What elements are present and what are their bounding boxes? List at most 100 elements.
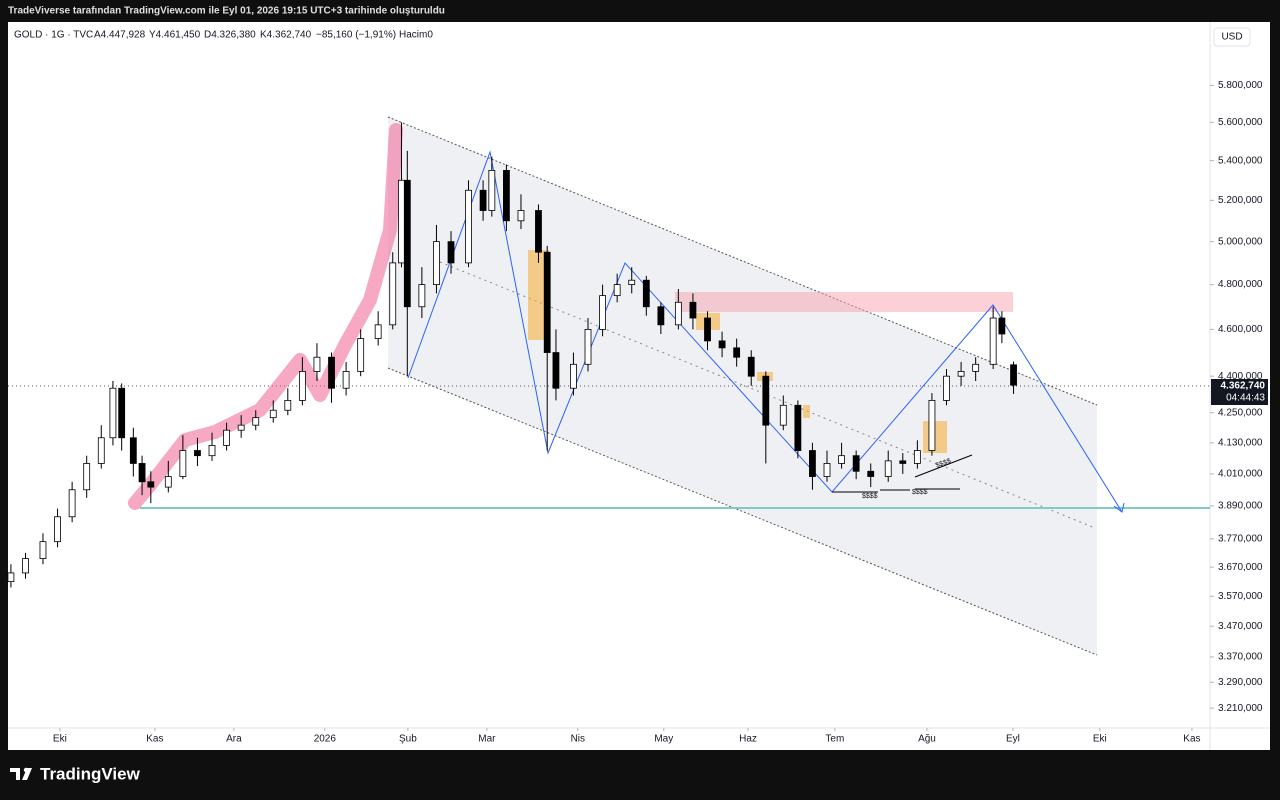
candles [7, 122, 1017, 588]
candle-body [298, 371, 306, 401]
x-tick-label: Kas [1183, 734, 1200, 745]
candle-body [479, 189, 487, 211]
channel-upper [387, 116, 1098, 406]
candle-body [762, 375, 770, 426]
price-label: 4.362,740 [1221, 381, 1266, 392]
y-tick-label: 4.600,000 [1218, 324, 1263, 335]
candle-body [517, 210, 525, 222]
candle-body [628, 279, 636, 286]
candle-body [657, 306, 665, 326]
annotation: $$$$ [935, 458, 952, 470]
x-tick-label: May [654, 734, 673, 745]
credit: TradeViverse tarafından TradingView.com … [8, 6, 445, 17]
candle-body [1010, 364, 1017, 386]
zigzag [407, 150, 1123, 513]
candle-body [779, 404, 787, 426]
candle-body [552, 352, 560, 389]
high-value: Y4.461,450 [149, 30, 201, 41]
drawings [8, 116, 1210, 656]
x-tick-label: Eyl [1006, 734, 1020, 745]
candle-body [83, 463, 91, 491]
candle-body [823, 463, 831, 477]
volume: Hacim0 [399, 30, 433, 41]
candle-body [899, 460, 907, 464]
fvg-zone [803, 405, 810, 418]
candle-body [403, 179, 411, 308]
y-tick-label: 5.600,000 [1218, 117, 1263, 128]
annotation: $$$$ [912, 489, 928, 496]
currency-box[interactable] [1213, 27, 1251, 47]
y-tick-label: 3.770,000 [1218, 534, 1263, 545]
y-tick-label: 4.400,000 [1218, 371, 1263, 382]
fvg-zone [528, 250, 549, 340]
x-tick-label: Tem [825, 734, 844, 745]
channel [388, 117, 1097, 655]
currency: USD [1221, 32, 1242, 43]
candle-body [109, 387, 117, 439]
candle-body [838, 455, 845, 464]
x-tick-label: Ara [226, 734, 242, 745]
y-tick-label: 3.670,000 [1218, 562, 1263, 573]
candle-body [543, 251, 551, 353]
y-tick-label: 3.290,000 [1218, 677, 1263, 688]
logo-text: TradingView [40, 764, 141, 783]
liquidity-line [914, 454, 973, 478]
candle-body [357, 338, 365, 372]
candle-body [418, 284, 426, 308]
x-tick-label: Kas [146, 734, 163, 745]
candle-body [208, 445, 216, 457]
x-tick-label: Ağu [918, 734, 936, 745]
legend-row: GOLD · 1G · TVC A4.447,928 Y4.461,450 D4… [14, 30, 433, 41]
channel-lower [387, 367, 1098, 656]
x-tick-label: 2026 [314, 734, 337, 745]
candle-body [957, 371, 965, 377]
candle-body [884, 460, 892, 477]
x-tick-label: Mar [478, 734, 496, 745]
candle-body [433, 241, 440, 286]
y-tick-label: 5.800,000 [1218, 80, 1263, 91]
y-tick-label: 4.250,000 [1218, 407, 1263, 418]
candle-body [570, 363, 577, 389]
candle-body [465, 189, 472, 264]
highlight-path [128, 123, 403, 510]
change-value: −85,160 (−1,91%) [316, 30, 396, 41]
x-tick-label: Eki [1093, 734, 1107, 745]
candle-body [488, 170, 496, 211]
candle-body [328, 356, 335, 389]
candle-body [68, 489, 76, 518]
candle-body [809, 450, 816, 477]
candle-body [503, 170, 510, 222]
candle-body [613, 284, 621, 297]
chart-area [8, 22, 1270, 750]
x-tick-label: Haz [739, 734, 757, 745]
y-tick-label: 3.890,000 [1218, 501, 1263, 512]
candle-body [194, 450, 201, 457]
y-tick-label: 4.010,000 [1218, 469, 1263, 480]
candle-body [794, 404, 802, 451]
candle-body [398, 179, 405, 264]
candle-body [599, 295, 606, 330]
y-tick-label: 5.000,000 [1218, 236, 1263, 247]
y-tick-label: 4.130,000 [1218, 437, 1263, 448]
candle-body [989, 317, 997, 365]
candle-body [7, 572, 15, 583]
candle-body [269, 409, 277, 419]
candle-body [535, 210, 542, 253]
x-tick-label: Eki [53, 734, 67, 745]
candle-body [642, 279, 650, 308]
y-tick-label: 3.370,000 [1218, 652, 1263, 663]
price-label-box [1211, 379, 1268, 405]
candle-body [747, 356, 755, 377]
candle-body [313, 356, 321, 372]
candle-body [284, 399, 292, 411]
candle-body [867, 470, 875, 477]
arrow-head [1113, 502, 1125, 513]
x-tick-label: Şub [399, 734, 417, 745]
candle-body [928, 399, 936, 451]
candle-body [447, 241, 455, 264]
candle-body [342, 371, 350, 389]
candle-body [943, 375, 950, 401]
y-tick-label: 5.200,000 [1218, 195, 1263, 206]
candle-body [138, 463, 146, 483]
